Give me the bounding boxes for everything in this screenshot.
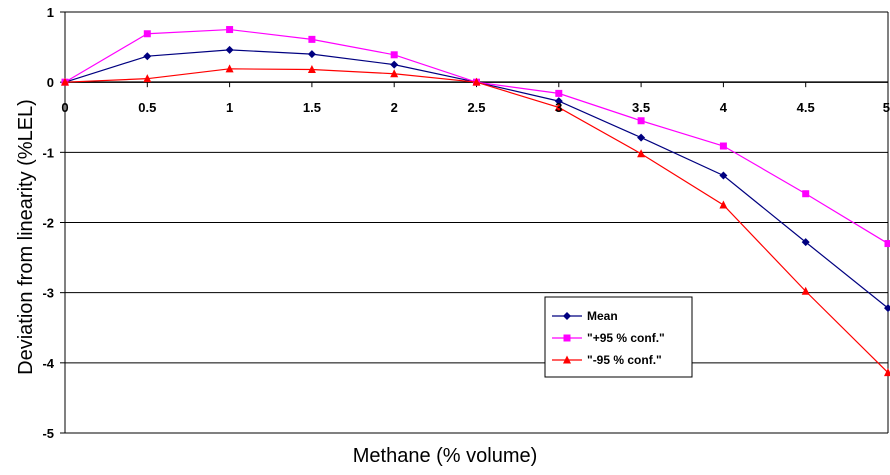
gridlines xyxy=(65,12,888,433)
x-tick-label: 1.5 xyxy=(303,100,321,115)
series-group xyxy=(61,26,890,376)
x-tick-label: 2.5 xyxy=(467,100,485,115)
data-point xyxy=(144,30,151,37)
x-tick-label: 5 xyxy=(883,100,890,115)
legend-marker xyxy=(564,335,571,342)
legend-label: Mean xyxy=(587,309,618,323)
x-tick-label: 4.5 xyxy=(797,100,815,115)
series-line xyxy=(65,50,888,308)
x-tick-label: 3 xyxy=(555,100,562,115)
data-point xyxy=(308,50,316,58)
x-tick-label: 3.5 xyxy=(632,100,650,115)
data-point xyxy=(555,90,562,97)
data-point xyxy=(720,143,727,150)
data-point xyxy=(638,117,645,124)
data-point xyxy=(802,190,809,197)
y-tick-label: -1 xyxy=(42,145,54,160)
data-point xyxy=(637,149,645,157)
legend-label: "-95 % conf." xyxy=(587,353,662,367)
x-tick-label: 2 xyxy=(391,100,398,115)
data-point xyxy=(390,61,398,69)
series-line xyxy=(65,30,888,244)
x-tick-label: 0.5 xyxy=(138,100,156,115)
data-point xyxy=(143,52,151,60)
y-tick-label: -5 xyxy=(42,426,54,441)
y-tick-label: -4 xyxy=(42,356,54,371)
x-tick-label: 0 xyxy=(61,100,68,115)
data-point xyxy=(391,51,398,58)
y-tick-label: 1 xyxy=(47,5,54,20)
data-point xyxy=(637,134,645,142)
y-tick-label: -3 xyxy=(42,286,54,301)
data-point xyxy=(885,240,890,247)
data-point xyxy=(719,200,727,208)
y-tick-label: 0 xyxy=(47,75,54,90)
y-tick-label: -2 xyxy=(42,216,54,231)
y-axis-title: Deviation from linearity (%LEL) xyxy=(15,99,37,375)
series-2 xyxy=(62,26,890,247)
x-axis-title: Methane (% volume) xyxy=(353,445,538,467)
series-1 xyxy=(61,46,890,312)
data-point xyxy=(308,36,315,43)
data-point xyxy=(226,46,234,54)
x-tick-label: 4 xyxy=(720,100,728,115)
x-tick-label: 1 xyxy=(226,100,233,115)
legend-label: "+95 % conf." xyxy=(587,331,665,345)
legend: Mean "+95 % conf." "-95 % conf." xyxy=(545,297,692,377)
data-point xyxy=(226,26,233,33)
